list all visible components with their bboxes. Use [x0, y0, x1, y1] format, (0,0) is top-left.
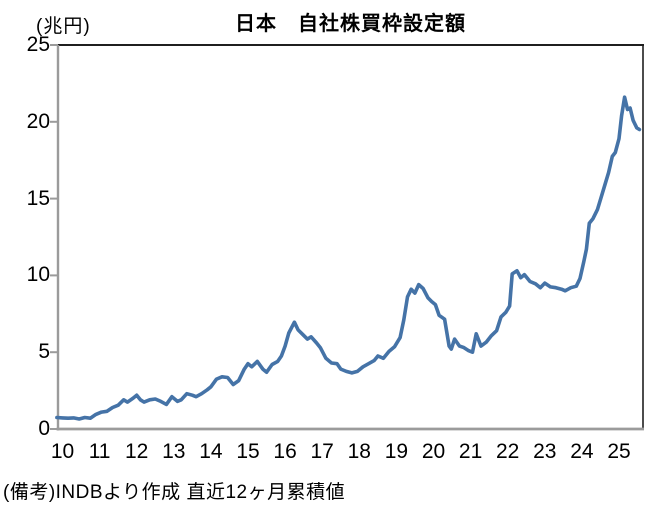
- x-tick-label: 10: [50, 440, 75, 463]
- x-tick-label: 22: [496, 440, 520, 463]
- x-tick-label: 21: [458, 440, 483, 463]
- x-tick-label: 25: [607, 440, 631, 463]
- y-tick-label: 0: [38, 417, 50, 440]
- x-tick-label: 11: [88, 440, 111, 463]
- y-tick-label: 5: [38, 340, 50, 364]
- x-tick-label: 17: [310, 440, 334, 463]
- x-tick-label: 23: [533, 440, 557, 463]
- x-tick-label: 18: [347, 440, 371, 463]
- source-note: (備考)INDBより作成 直近12ヶ月累積値: [3, 482, 346, 503]
- x-tick-label: 15: [236, 440, 260, 463]
- x-tick-label: 12: [125, 440, 149, 463]
- x-tick-label: 20: [421, 440, 446, 463]
- buyback-data-line: [55, 95, 642, 421]
- y-axis-unit-label: (兆円): [36, 16, 91, 37]
- chart-title: 日本 自社株買枠設定額: [235, 13, 466, 35]
- y-tick-label: 25: [26, 33, 50, 56]
- x-tick-label: 24: [570, 440, 594, 463]
- y-tick-label: 20: [26, 109, 50, 133]
- y-tick-label: 10: [26, 263, 50, 287]
- y-tick-label: 15: [26, 186, 50, 210]
- x-tick-label: 13: [162, 440, 186, 463]
- x-tick-label: 16: [273, 440, 297, 463]
- x-tick-label: 14: [199, 440, 223, 463]
- x-tick-label: 19: [384, 440, 409, 463]
